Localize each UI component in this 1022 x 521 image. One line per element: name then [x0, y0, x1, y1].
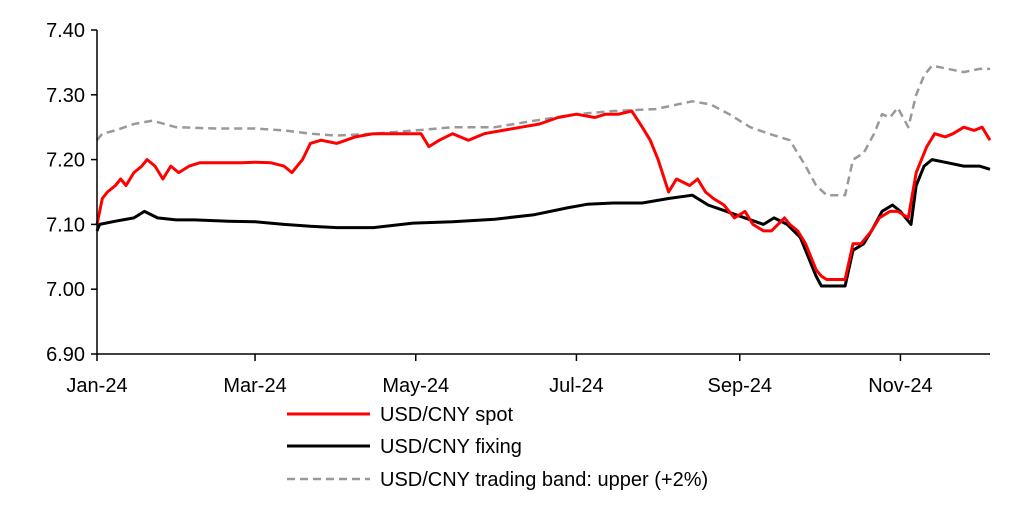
x-tick-label: Jul-24: [549, 375, 603, 397]
series-line-usd-cny-trading-band-upper-2: [96, 64, 990, 197]
y-tick-label: 6.90: [46, 344, 85, 366]
y-tick-label: 7.10: [46, 214, 85, 236]
legend: USD/CNY spot USD/CNY fixing USD/CNY tradin…: [287, 404, 708, 491]
axes: 6.90 7.00 7.10 7.20 7.30 7.40 Jan-24 Mar-24 May-…: [46, 20, 990, 397]
y-tick-label: 7.00: [46, 279, 85, 301]
legend-label: USD/CNY spot: [380, 404, 513, 426]
y-tick-label: 7.40: [46, 20, 85, 42]
x-tick-label: Mar-24: [223, 375, 286, 397]
plot-area: [95, 64, 992, 288]
y-tick-label: 7.20: [46, 150, 85, 172]
x-tick-label: Nov-24: [868, 375, 932, 397]
legend-label: USD/CNY fixing: [380, 436, 522, 458]
legend-label: USD/CNY trading band: upper (+2%): [380, 469, 708, 491]
y-tick-label: 7.30: [46, 85, 85, 107]
series-line-usd-cny-spot: [95, 109, 992, 281]
x-tick-label: Jan-24: [66, 375, 127, 397]
x-tick-label: May-24: [382, 375, 449, 397]
series-line-usd-cny-fixing: [95, 158, 991, 288]
x-tick-label: Sep-24: [707, 375, 772, 397]
